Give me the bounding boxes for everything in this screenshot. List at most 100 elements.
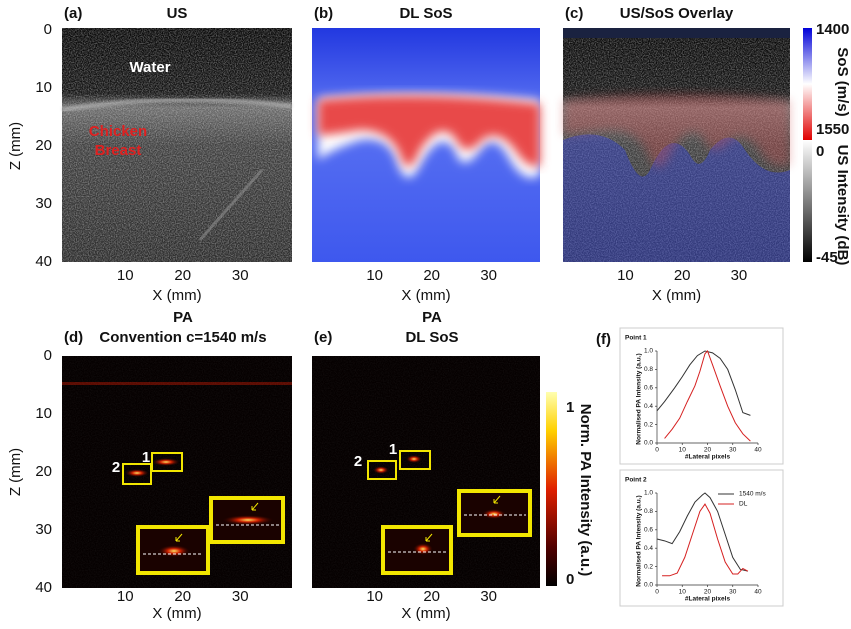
x-tick-label: 30 <box>731 267 748 284</box>
pa-conventional-image <box>62 356 292 588</box>
sos-image <box>312 28 540 262</box>
annotation: Breast <box>95 142 142 159</box>
legend-label: 1540 m/s <box>739 491 766 498</box>
x-tick-label: 20 <box>174 588 191 605</box>
y-tick-label: 0 <box>44 21 52 38</box>
x-tick-label: 30 <box>729 447 737 454</box>
annotation: 2 <box>354 453 362 470</box>
x-tick-label: 20 <box>174 267 191 284</box>
x-tick-label: 10 <box>117 588 134 605</box>
y-tick-label: 0 <box>44 347 52 364</box>
x-tick-label: 20 <box>423 588 440 605</box>
annotation: Chicken <box>89 123 147 140</box>
y-tick-label: 0.4 <box>644 403 653 410</box>
pa-spot <box>482 509 506 519</box>
x-tick-label: 20 <box>423 267 440 284</box>
colorbar-label: SoS (m/s) <box>834 47 851 116</box>
y-tick-label: 10 <box>35 405 52 422</box>
pa-spot <box>413 543 433 555</box>
panel-label: (d) <box>64 329 83 346</box>
x-tick-label: 30 <box>232 588 249 605</box>
panel-label: (b) <box>314 5 333 22</box>
colorbar-tick-label: 0 <box>566 571 574 588</box>
x-tick-label: 10 <box>679 589 687 596</box>
x-axis-label: #Lateral pixels <box>685 596 731 603</box>
y-tick-label: 40 <box>35 579 52 596</box>
x-tick-label: 30 <box>480 588 497 605</box>
x-tick-label: 30 <box>729 589 737 596</box>
annotation: 1 <box>389 441 397 458</box>
y-tick-label: 40 <box>35 253 52 270</box>
pa-spot <box>222 515 274 525</box>
y-tick-label: 30 <box>35 195 52 212</box>
x-tick-label: 40 <box>754 447 762 454</box>
colorbar-tick-label: 1400 <box>816 21 849 38</box>
colorbar-us <box>803 140 812 262</box>
panel-label: (e) <box>314 329 332 346</box>
y-axis-label: Z (mm) <box>7 122 24 170</box>
y-tick-label: 0.0 <box>644 582 653 589</box>
y-tick-label: 0.0 <box>644 440 653 447</box>
pa-spot <box>125 469 149 477</box>
y-tick-label: 20 <box>35 463 52 480</box>
pa-dl-image <box>312 356 540 588</box>
colorbar-tick-label: 1550 <box>816 121 849 138</box>
y-tick-label: 0.6 <box>644 527 653 534</box>
x-axis-label: X (mm) <box>401 605 450 622</box>
x-tick-label: 0 <box>655 447 659 454</box>
y-tick-label: 20 <box>35 137 52 154</box>
panel-label: (a) <box>64 5 82 22</box>
x-tick-label: 10 <box>366 267 383 284</box>
y-tick-label: 30 <box>35 521 52 538</box>
y-tick-label: 0.8 <box>644 366 653 373</box>
panel-label: (c) <box>565 5 583 22</box>
colorbar-label: Norm. PA Intensity (a.u.) <box>577 404 594 577</box>
x-tick-label: 30 <box>232 267 249 284</box>
y-axis-label: Normalised PA Intensity (a.u.) <box>636 353 643 444</box>
y-tick-label: 0.6 <box>644 385 653 392</box>
annotation: 2 <box>112 459 120 476</box>
colorbar-tick-label: 1 <box>566 399 574 416</box>
panel-title: DL SoS <box>405 329 458 346</box>
panel-title: US/SoS Overlay <box>620 5 734 22</box>
figure: (a)US102030010203040X (mm)Z (mm)WaterChi… <box>0 0 851 629</box>
colorbar-pa <box>546 392 557 586</box>
x-axis-label: X (mm) <box>152 605 201 622</box>
panel-label: (f) <box>596 331 611 348</box>
y-tick-label: 1.0 <box>644 348 653 355</box>
panel-title: US <box>167 5 188 22</box>
panel-title: DL SoS <box>399 5 452 22</box>
x-tick-label: 0 <box>655 589 659 596</box>
panel-title: Convention c=1540 m/s <box>99 329 266 346</box>
x-tick-label: 10 <box>617 267 634 284</box>
y-tick-label: 0.8 <box>644 508 653 515</box>
pa-spot <box>406 455 422 463</box>
x-tick-label: 40 <box>754 589 762 596</box>
colorbar-label: US Intensity (dB) <box>834 145 851 266</box>
colorbar-tick-label: 0 <box>816 143 824 160</box>
x-tick-label: 30 <box>480 267 497 284</box>
y-tick-label: 10 <box>35 79 52 96</box>
pa-spot <box>373 466 389 474</box>
x-axis-label: X (mm) <box>401 287 450 304</box>
x-axis-label: #Lateral pixels <box>685 454 731 461</box>
y-tick-label: 1.0 <box>644 490 653 497</box>
x-tick-label: 10 <box>679 447 687 454</box>
plot-title: Point 2 <box>625 477 647 484</box>
pa-spot <box>158 545 190 557</box>
y-tick-label: 0.2 <box>644 563 653 570</box>
y-axis-label: Z (mm) <box>7 448 24 496</box>
pa-spot <box>152 458 180 466</box>
panel-title: PA <box>173 309 193 326</box>
annotation: 1 <box>142 449 150 466</box>
x-tick-label: 10 <box>117 267 134 284</box>
x-tick-label: 10 <box>366 588 383 605</box>
overlay-image <box>563 28 790 262</box>
legend-label: DL <box>739 501 748 508</box>
y-tick-label: 0.2 <box>644 421 653 428</box>
overlay-top <box>563 28 790 38</box>
panel-title: PA <box>422 309 442 326</box>
x-tick-label: 20 <box>704 447 712 454</box>
y-tick-label: 0.4 <box>644 545 653 552</box>
x-axis-label: X (mm) <box>152 287 201 304</box>
